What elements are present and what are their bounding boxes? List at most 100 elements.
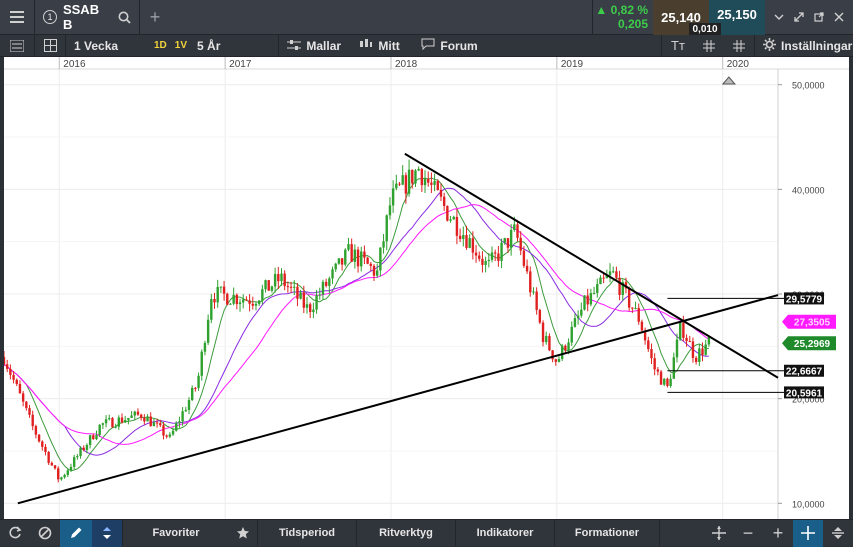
mine-button[interactable]: Mitt [351, 35, 413, 57]
candle-body [465, 235, 468, 248]
candle-body [353, 249, 357, 262]
mine-label: Mitt [378, 38, 400, 53]
candle-body [95, 434, 98, 440]
candle-body [573, 318, 577, 327]
crosshair-icon[interactable] [793, 519, 823, 547]
crosshair-drag-icon[interactable] [705, 520, 733, 547]
candle-body [704, 344, 707, 355]
pencil-icon[interactable] [60, 519, 92, 547]
sort-arrows-icon[interactable] [92, 519, 122, 547]
top-bar: 1 SSAB B + ▲ 0,82 % 0,205 25,140 25,150 … [0, 0, 853, 35]
refresh-icon[interactable] [0, 520, 30, 547]
candle-body [340, 258, 344, 265]
expand-icon[interactable] [794, 12, 804, 22]
candle-body [280, 273, 283, 282]
interval-1v-button[interactable]: 1V [171, 35, 191, 57]
candle-body [143, 417, 146, 422]
candle-body [666, 378, 669, 386]
settings-button[interactable]: Inställningar [755, 35, 853, 57]
zoom-out-icon[interactable]: − [742, 522, 754, 543]
y-tick-label: 50,0000 [792, 81, 825, 91]
candle-body [53, 465, 57, 469]
chart-toolbar: 1 Vecka 1D 1V 5 År Mallar Mitt Forum Tт … [0, 35, 853, 57]
candle-body [162, 425, 165, 436]
instrument-tab[interactable]: 1 SSAB B [35, 0, 139, 35]
candle-body [487, 259, 491, 261]
candle-body [675, 339, 679, 358]
candle-body [525, 265, 529, 272]
candle-body [277, 274, 280, 282]
candle-body [124, 420, 127, 423]
candle-body [270, 286, 274, 291]
candle-body [522, 250, 526, 266]
trend-drawings[interactable] [17, 76, 784, 505]
candle-body [15, 379, 18, 385]
candle-body [360, 251, 363, 267]
candle-body [197, 375, 200, 388]
bid-price[interactable]: 25,140 [653, 0, 709, 35]
forum-label: Forum [440, 38, 478, 53]
candle-body [47, 452, 50, 463]
candle-body [678, 322, 682, 340]
list-icon[interactable] [0, 35, 34, 57]
period-selector[interactable]: 1 Vecka [74, 38, 119, 53]
candle-body [57, 468, 60, 480]
candle-body [34, 426, 38, 435]
candle-body [564, 345, 567, 351]
ma-mid-line [3, 187, 709, 456]
candle-body [554, 359, 557, 362]
candle-body [545, 335, 548, 343]
text-size-icon[interactable]: Tт [671, 38, 685, 53]
candle-body [557, 359, 561, 362]
collapse-icon[interactable] [774, 12, 784, 22]
close-icon[interactable] [834, 12, 844, 22]
star-icon[interactable] [229, 520, 257, 547]
menu-icon[interactable] [0, 0, 34, 35]
chart-canvas[interactable]: 2016201720182019202010,000020,000030,000… [2, 57, 849, 519]
price-chart[interactable]: 2016201720182019202010,000020,000030,000… [2, 57, 849, 519]
candle-body [423, 178, 427, 186]
candle-body [5, 364, 9, 369]
candle-body [104, 419, 108, 424]
window-controls [765, 0, 853, 35]
timeperiod-button[interactable]: Tidsperiod [278, 527, 336, 539]
interval-1d-button[interactable]: 1D [150, 35, 171, 57]
candle-body [659, 371, 663, 385]
candle-body [430, 182, 433, 185]
no-entry-icon[interactable] [30, 520, 60, 547]
candle-body [663, 378, 666, 385]
price-badge-label: 27,3505 [794, 318, 831, 329]
candle-body [407, 169, 411, 194]
indicators-button[interactable]: Indikatorer [476, 527, 534, 539]
popout-icon[interactable] [814, 12, 824, 22]
candle-body [229, 303, 232, 305]
candle-body [321, 281, 325, 295]
candle-body [379, 247, 382, 271]
candle-body [194, 387, 197, 389]
layout-icon[interactable] [35, 35, 65, 57]
change-box: ▲ 0,82 % 0,205 [593, 0, 653, 35]
candle-body [347, 244, 350, 250]
candle-body [541, 322, 545, 343]
forum-button[interactable]: Forum [413, 35, 485, 57]
candle-body [296, 286, 299, 299]
candle-body [490, 252, 494, 260]
drawing-tools-button[interactable]: Ritverktyg [379, 527, 433, 539]
favorites-button[interactable]: Favoriter [152, 527, 200, 539]
add-tab-icon[interactable]: + [149, 6, 161, 27]
candle-body [471, 238, 475, 253]
formations-button[interactable]: Formationer [574, 527, 640, 539]
candle-body [627, 288, 631, 308]
templates-button[interactable]: Mallar [279, 35, 351, 57]
range-selector[interactable]: 5 År [197, 38, 221, 53]
search-icon[interactable] [118, 11, 131, 24]
zoom-in-icon[interactable]: + [772, 522, 784, 543]
settings-label: Inställningar [781, 38, 853, 53]
grid-icon[interactable] [694, 35, 724, 57]
y-tick-label: 40,0000 [792, 185, 825, 195]
candle-body [468, 238, 471, 248]
level-label: 22,6667 [786, 367, 823, 378]
candle-body [101, 423, 105, 425]
vertical-resize-icon[interactable] [823, 520, 853, 547]
grid-settings-icon[interactable] [724, 35, 754, 57]
